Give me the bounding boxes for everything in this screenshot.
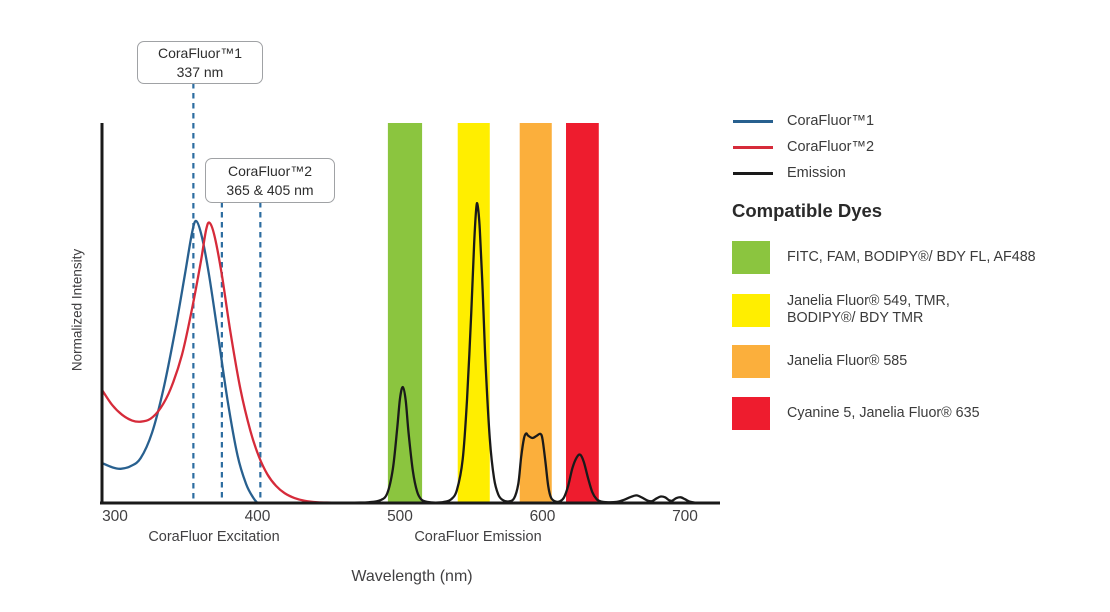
dye-band bbox=[387, 123, 423, 503]
dye-label: FITC, FAM, BODIPY®/ BDY FL, AF488 bbox=[787, 248, 1036, 265]
legend-line-swatch bbox=[733, 119, 773, 123]
y-axis-label: Normalized Intensity bbox=[69, 248, 85, 372]
dye-color-swatch bbox=[732, 345, 770, 378]
callout-corafluor2-value: 365 & 405 nm bbox=[226, 181, 314, 198]
callout-corafluor2-title: CoraFluor™2 bbox=[227, 162, 313, 179]
legend-item: CoraFluor™2 bbox=[733, 134, 874, 160]
dye-row: Janelia Fluor® 549, TMR, BODIPY®/ BDY TMR bbox=[732, 293, 950, 328]
dye-row: FITC, FAM, BODIPY®/ BDY FL, AF488 bbox=[732, 241, 1036, 274]
legend-label: CoraFluor™1 bbox=[787, 113, 875, 129]
legend-line-swatch bbox=[733, 145, 773, 149]
x-section-label-emission: CoraFluor Emission bbox=[414, 529, 542, 545]
legend-item: Emission bbox=[733, 160, 874, 186]
callout-corafluor1: CoraFluor™1 337 nm bbox=[137, 41, 263, 84]
dye-color-swatch bbox=[732, 397, 770, 430]
compatible-dyes-title: Compatible Dyes bbox=[732, 200, 883, 221]
dye-band bbox=[457, 123, 490, 503]
dye-row: Janelia Fluor® 585 bbox=[732, 345, 907, 378]
dye-label: Cyanine 5, Janelia Fluor® 635 bbox=[787, 404, 980, 421]
legend-label: CoraFluor™2 bbox=[787, 139, 875, 155]
dye-row: Cyanine 5, Janelia Fluor® 635 bbox=[732, 397, 980, 430]
dye-color-swatch bbox=[732, 241, 770, 274]
x-tick-label: 600 bbox=[529, 508, 556, 525]
callout-corafluor2: CoraFluor™2 365 & 405 nm bbox=[205, 158, 335, 203]
callout-corafluor1-value: 337 nm bbox=[176, 63, 224, 80]
x-tick-label: 300 bbox=[102, 508, 128, 525]
legend-label: Emission bbox=[787, 165, 846, 181]
legend-item: CoraFluor™1 bbox=[733, 108, 874, 134]
x-tick-label: 700 bbox=[672, 508, 698, 525]
dye-label: Janelia Fluor® 585 bbox=[787, 352, 908, 369]
compatible-dyes-list: FITC, FAM, BODIPY®/ BDY FL, AF488 Janelia… bbox=[732, 241, 1102, 441]
series-curve-corafluor2 bbox=[101, 221, 347, 505]
dye-band bbox=[519, 123, 552, 503]
x-tick-label: 400 bbox=[244, 508, 271, 525]
legend-line-swatch bbox=[733, 171, 773, 175]
x-tick-label: 500 bbox=[387, 508, 413, 525]
x-section-label-excitation: CoraFluor Excitation bbox=[148, 529, 280, 545]
dye-label: Janelia Fluor® 549, TMR, BODIPY®/ BDY TMR bbox=[787, 293, 950, 327]
series-curve-corafluor1 bbox=[101, 219, 259, 505]
callout-corafluor1-title: CoraFluor™1 bbox=[157, 44, 243, 61]
x-axis-label: Wavelength (nm) bbox=[351, 568, 473, 585]
dye-color-swatch bbox=[732, 293, 770, 327]
legend: CoraFluor™1 CoraFluor™2 Emission bbox=[733, 108, 874, 186]
dye-band bbox=[566, 123, 599, 503]
series-curve-emission bbox=[313, 202, 707, 505]
